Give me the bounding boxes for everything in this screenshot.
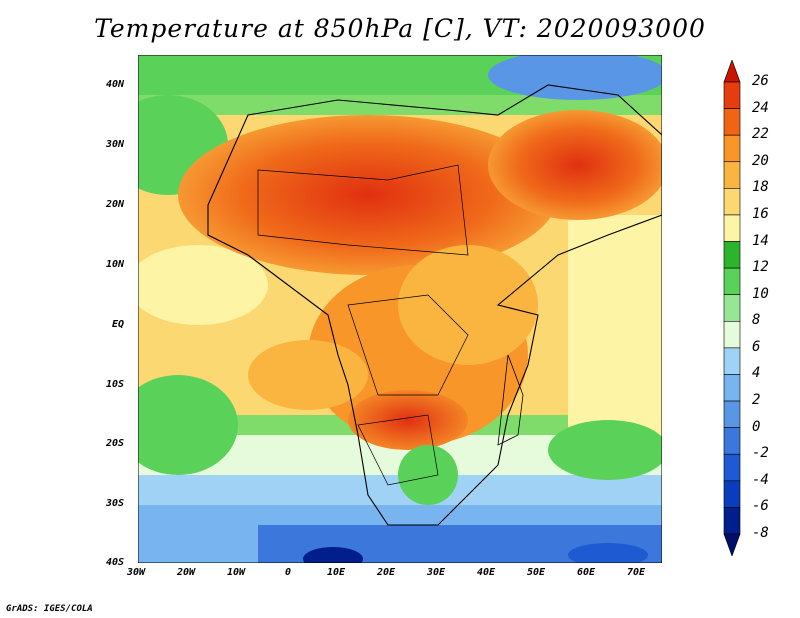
colorbar-swatch (723, 507, 741, 535)
lon-label-40e: 40E (477, 567, 496, 578)
lon-label-10w: 10W (227, 567, 246, 578)
madagascar-outline (497, 354, 524, 446)
lon-label-30w: 30W (127, 567, 146, 578)
arabia-heat (488, 110, 668, 220)
colorbar-label: 6 (752, 338, 761, 355)
colorbar-label: 14 (752, 232, 769, 249)
colorbar-swatch (723, 347, 741, 375)
southern-africa-heat (348, 390, 468, 450)
lat-label-20n: 20N (106, 199, 125, 210)
colorbar-swatch (723, 214, 741, 242)
lon-label-30e: 30E (427, 567, 446, 578)
lon-label-50e: 50E (527, 567, 546, 578)
lon-label-70e: 70E (627, 567, 646, 578)
map-canvas (108, 50, 668, 571)
colorbar-swatch (723, 81, 741, 109)
colorbar-label: 16 (752, 205, 769, 222)
colorbar-swatch (723, 134, 741, 163)
colorbar-label: -8 (752, 525, 769, 541)
lon-label-60e: 60E (577, 567, 596, 578)
colorbar-label: 20 (752, 152, 769, 169)
colorbar-label: 12 (752, 259, 769, 276)
lat-label-30s: 30S (106, 498, 125, 509)
credit-text: GrADS: IGES/COLA (6, 604, 93, 614)
continent-outline (207, 84, 663, 526)
colorbar-swatch (723, 188, 741, 216)
south-africa-cool (398, 445, 458, 505)
colorbar-swatch (723, 453, 741, 482)
lat-label-eq: EQ (112, 319, 125, 330)
colorbar-label: 0 (752, 418, 761, 435)
borders-central (347, 294, 469, 396)
colorbar-arrow-bottom (723, 533, 741, 556)
cold-patch-east (568, 543, 648, 567)
colorbar-swatch (723, 480, 741, 508)
colorbar-swatch (723, 374, 741, 402)
east-africa (398, 245, 538, 365)
lat-label-10n: 10N (106, 259, 125, 270)
atlantic-warm (128, 245, 268, 325)
colorbar-label: 4 (752, 365, 761, 382)
colorbar-label: -2 (752, 445, 769, 462)
sahara-heat (178, 115, 558, 275)
colorbar-swatch (723, 267, 741, 296)
colorbar-swatch (723, 294, 741, 322)
atlantic-warm-south (248, 340, 368, 410)
lon-label-20e: 20E (377, 567, 396, 578)
colorbar-swatch (723, 320, 741, 349)
borders-north (257, 164, 469, 256)
colorbar-label: 24 (752, 99, 769, 116)
colorbar-label: 2 (752, 392, 761, 409)
lat-label-40n: 40N (106, 79, 125, 90)
lat-label-20s: 20S (106, 438, 125, 449)
colorbar-label: 10 (752, 285, 769, 302)
colorbar-swatch (723, 108, 741, 136)
colorbar-label: -6 (752, 498, 769, 515)
colorbar-label: 18 (752, 179, 769, 196)
colorbar-swatch (723, 427, 741, 455)
colorbar-label: 22 (752, 126, 769, 143)
map-title: Temperature at 850hPa [C], VT: 202009300… (94, 14, 706, 43)
borders-south (357, 414, 439, 486)
lat-label-40s: 40S (106, 557, 125, 568)
colorbar-arrow-top (723, 60, 741, 83)
colorbar-swatch (723, 400, 741, 428)
lon-label-20w: 20W (177, 567, 196, 578)
north-cold-patch (488, 50, 668, 100)
colorbar (723, 60, 741, 556)
colorbar-label: 26 (752, 73, 769, 89)
temperature-map (108, 50, 668, 571)
colorbar-swatch (723, 161, 741, 189)
colorbar-swatch (723, 241, 741, 269)
colorbar-label: 8 (752, 312, 761, 329)
lon-label-0: 0 (285, 567, 292, 578)
lon-label-10e: 10E (327, 567, 346, 578)
colorbar-label: -4 (752, 471, 769, 488)
indian-green (548, 420, 668, 480)
indian-ocean-warm (568, 215, 662, 455)
lat-label-10s: 10S (106, 379, 125, 390)
atlantic-green-south (118, 375, 238, 475)
lat-label-30n: 30N (106, 139, 125, 150)
